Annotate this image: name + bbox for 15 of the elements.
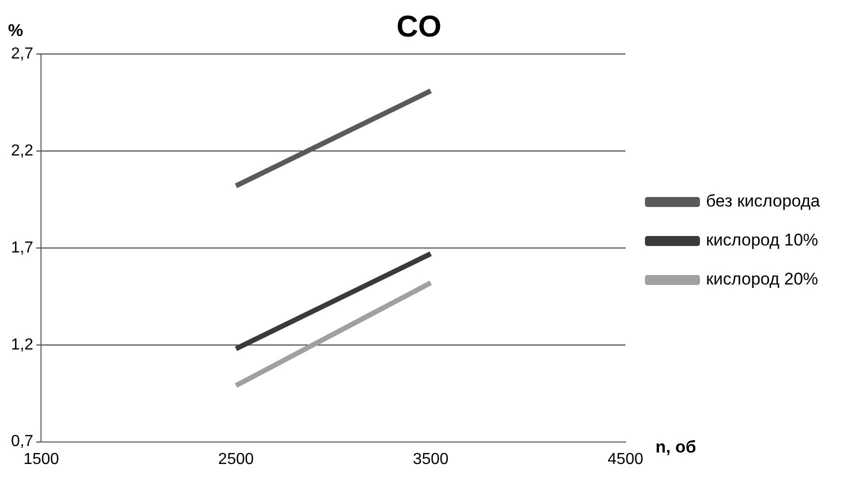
y-tick-label: 0,7 bbox=[10, 433, 34, 450]
y-tick-label: 2,7 bbox=[10, 45, 34, 62]
y-axis-title: % bbox=[8, 21, 24, 40]
x-tick-label: 4500 bbox=[608, 450, 644, 468]
x-axis-title: n, об bbox=[655, 437, 696, 456]
legend-label: кислород 20% bbox=[706, 270, 818, 289]
legend-label: без кислорода bbox=[706, 192, 821, 211]
chart-title: CO bbox=[396, 10, 442, 44]
y-tick-label: 2,2 bbox=[10, 142, 34, 160]
y-tick-label: 1,7 bbox=[10, 239, 34, 256]
legend-label: кислород 10% bbox=[706, 230, 818, 250]
x-tick-label: 1500 bbox=[23, 450, 60, 468]
y-tick-label: 1,2 bbox=[10, 336, 34, 354]
x-tick-label: 3500 bbox=[412, 450, 449, 468]
x-tick-label: 2500 bbox=[218, 450, 254, 468]
